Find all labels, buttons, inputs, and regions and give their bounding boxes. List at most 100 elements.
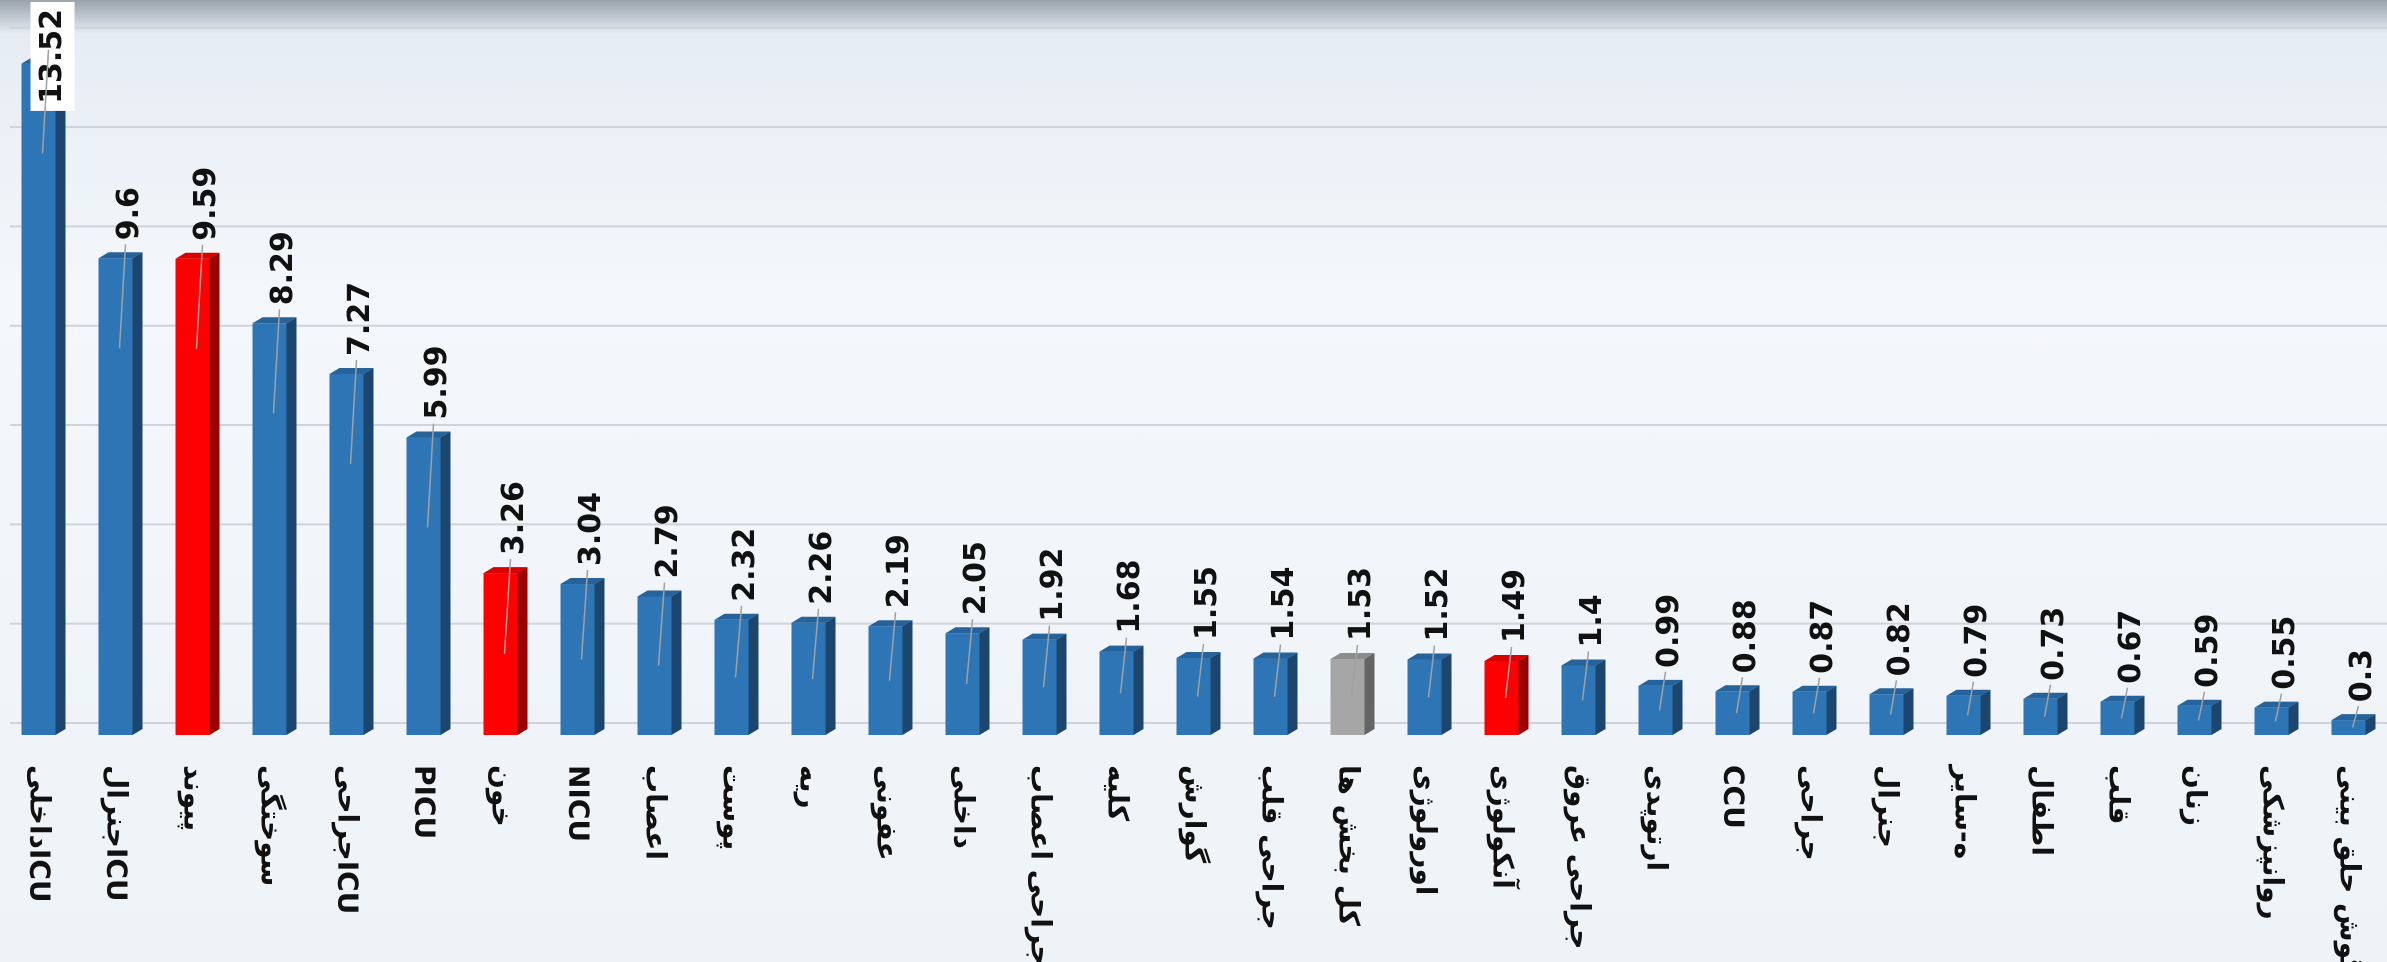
bar-side: [1826, 685, 1837, 735]
leader-line: [1504, 646, 1513, 699]
bar: [945, 633, 980, 735]
leader-line: [1350, 644, 1359, 698]
leader-line: [1658, 671, 1667, 711]
value-label: 2.32: [727, 528, 762, 602]
bar-side: [517, 567, 528, 735]
bar-side: [2134, 695, 2145, 735]
bar: [252, 323, 287, 735]
bar: [1253, 658, 1288, 735]
leader-line: [1966, 681, 1975, 716]
bar-side: [1518, 655, 1529, 735]
bar: [2254, 707, 2289, 735]
leader-line: [888, 612, 897, 681]
bar-side: [671, 590, 682, 735]
top-shade: [0, 0, 2387, 34]
x-tick-label: اعصاب: [640, 765, 673, 860]
value-label: 0.55: [2267, 616, 2302, 690]
x-tick-label: جراحیICU: [332, 765, 365, 914]
leader-line: [272, 309, 281, 414]
value-label: 3.26: [496, 481, 531, 555]
x-tick-label: ه-سایر: [1949, 763, 1982, 859]
bar-side: [1056, 633, 1067, 735]
bar-top: [791, 616, 836, 623]
leader-line: [195, 244, 204, 349]
bar-side: [825, 616, 836, 735]
bar: [21, 63, 56, 735]
leader-line: [1196, 643, 1205, 697]
x-tick-label: جنرالICU: [101, 765, 134, 902]
bar-side: [1210, 652, 1221, 735]
bar-top: [1561, 659, 1606, 666]
bar: [483, 573, 518, 735]
value-label: 5.99: [419, 345, 454, 419]
value-label: 0.99: [1651, 594, 1686, 668]
value-label: 1.49: [1497, 569, 1532, 643]
leader-line: [580, 569, 589, 660]
x-tick-label: پیوند: [178, 765, 211, 831]
bar: [637, 596, 672, 735]
bar: [1176, 658, 1211, 735]
leader-line: [2120, 687, 2129, 719]
bar-top: [1407, 653, 1452, 660]
bar-side: [1364, 653, 1375, 735]
value-label: 1.52: [1420, 567, 1455, 641]
bar-side: [1749, 685, 1760, 735]
value-label: 1.92: [1035, 548, 1070, 622]
value-label: 7.27: [342, 282, 377, 356]
x-tick-label: ریه: [794, 765, 827, 809]
bar-top: [406, 431, 451, 438]
x-tick-label: داخلی: [948, 765, 981, 849]
leader-line: [1042, 625, 1051, 688]
x-tick-label: NICU: [563, 765, 596, 842]
leader-line: [1812, 677, 1821, 714]
bar: [2023, 698, 2058, 735]
bar-side: [363, 367, 374, 735]
x-tick-label: جراحی عروق: [1564, 765, 1597, 949]
bar: [1330, 659, 1365, 735]
x-tick-label: پوست: [717, 765, 750, 850]
leader-line: [503, 559, 512, 655]
leader-line: [1273, 644, 1282, 697]
leader-line: [1581, 651, 1590, 701]
leader-line: [426, 423, 435, 528]
x-tick-label: اورولوژی: [1410, 765, 1443, 895]
bar-side: [1672, 679, 1683, 735]
bar-side: [594, 578, 605, 735]
bar-top: [329, 367, 374, 374]
bar-top: [560, 578, 605, 585]
value-label: 1.53: [1343, 567, 1378, 641]
bar: [2331, 720, 2366, 735]
x-tick-label: گوش حلق بینی: [2334, 765, 2367, 962]
value-label: 1.54: [1266, 566, 1301, 640]
bar-top: [637, 590, 682, 597]
leader-line: [2197, 691, 2206, 721]
x-tick-label: جنرال: [1872, 765, 1905, 848]
value-label: 0.87: [1805, 600, 1840, 674]
bar-top: [2177, 699, 2222, 706]
value-label: 13.52: [34, 9, 69, 104]
value-label: 2.05: [958, 541, 993, 615]
x-tick-label: عفونی: [871, 765, 904, 861]
bar-top: [1330, 653, 1375, 660]
bar: [406, 437, 441, 735]
value-label: 0.3: [2344, 649, 2379, 702]
bar-top: [1484, 655, 1529, 662]
x-tick-label: ارتوپدی: [1641, 765, 1674, 871]
bar-top: [98, 252, 143, 259]
bar-side: [1441, 653, 1452, 735]
value-label: 0.67: [2113, 610, 2148, 684]
leader-line: [734, 605, 743, 678]
bar-side: [1903, 688, 1914, 735]
value-label: 0.79: [1959, 604, 1994, 678]
bar-side: [748, 613, 759, 735]
value-label: 0.73: [2036, 607, 2071, 681]
leader-line: [657, 582, 666, 666]
leader-line: [1889, 680, 1898, 715]
x-tick-label: PICU: [409, 765, 442, 839]
value-label: 0.88: [1728, 599, 1763, 673]
bar-top: [2331, 714, 2376, 721]
bar-top: [1638, 679, 1683, 686]
bar: [714, 619, 749, 735]
bar: [868, 626, 903, 735]
